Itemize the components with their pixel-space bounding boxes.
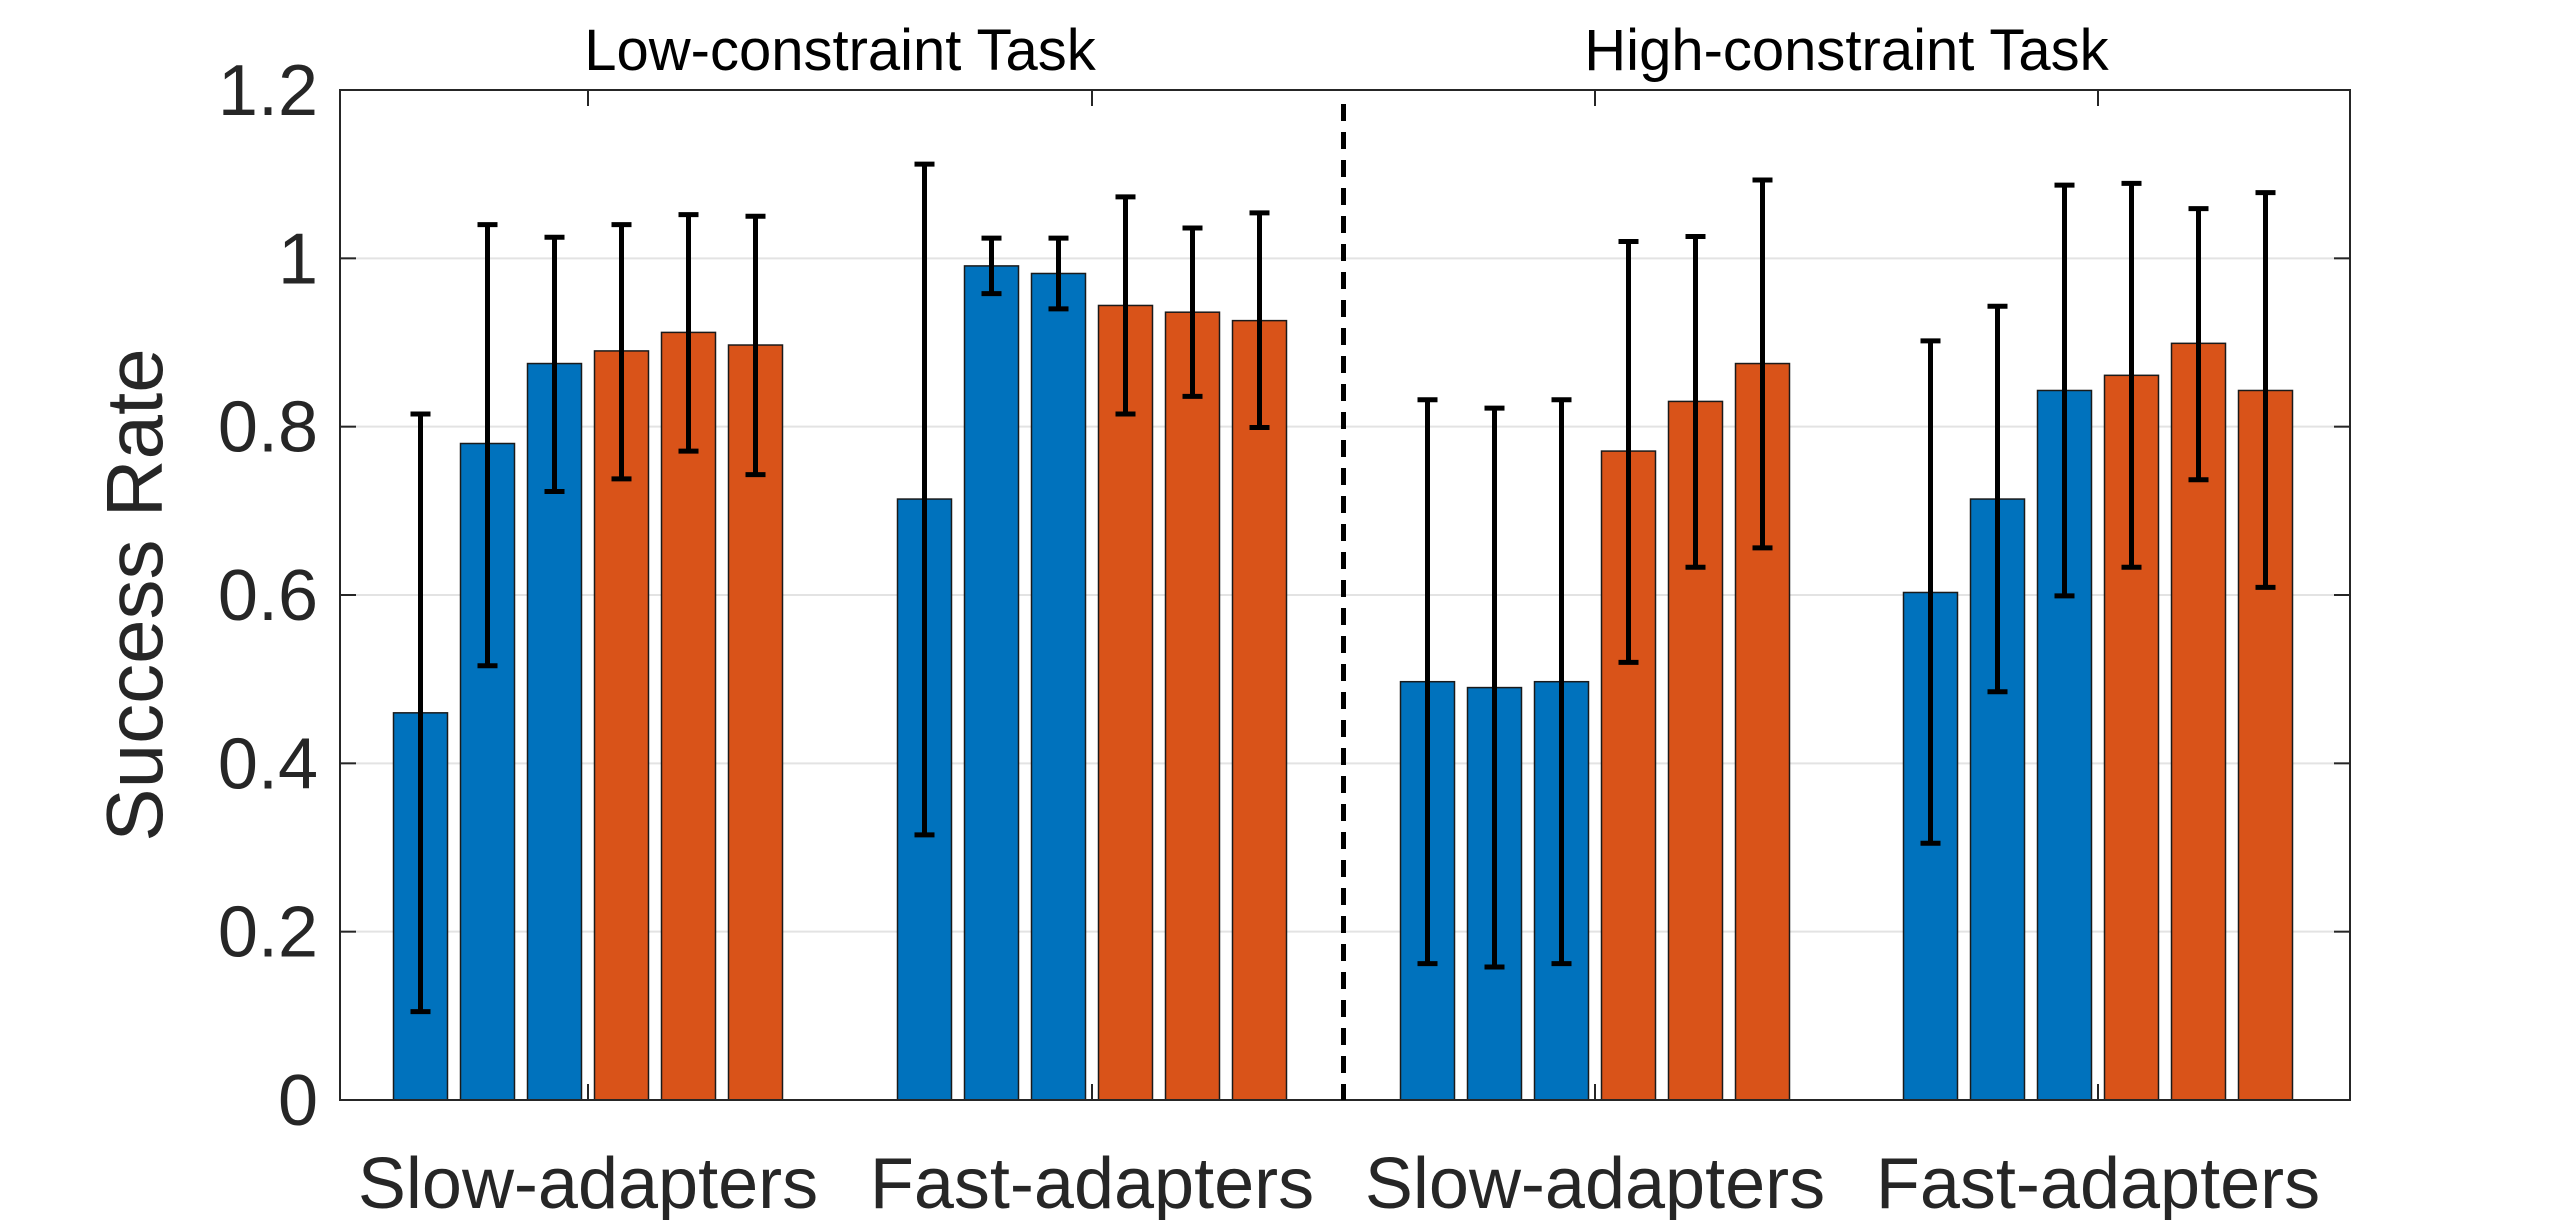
panel-title-high-constraint: High-constraint Task <box>1584 18 2109 83</box>
y-axis-label: Success Rate <box>90 348 179 842</box>
bars <box>392 265 2294 1101</box>
y-tick-label: 0.8 <box>218 388 318 468</box>
y-tick-label: 1.2 <box>218 51 318 131</box>
x-tick-labels: Slow-adapters Fast-adapters Slow-adapters F… <box>358 1144 2320 1220</box>
bar-blue <box>1030 272 1087 1101</box>
x-tick-label-slow-adapters: Slow-adapters <box>1365 1144 1825 1220</box>
x-tick-label-fast-adapters: Fast-adapters <box>870 1144 1314 1220</box>
y-tick-label: 0.2 <box>218 893 318 973</box>
x-tick-label-slow-adapters: Slow-adapters <box>358 1144 818 1220</box>
panel-title-low-constraint: Low-constraint Task <box>584 18 1096 83</box>
y-tick-label: 0.6 <box>218 556 318 636</box>
axis-ticks <box>340 89 2350 1101</box>
x-tick-label-fast-adapters: Fast-adapters <box>1876 1144 2320 1220</box>
panel-titles: Low-constraint Task High-constraint Task <box>584 18 2109 83</box>
bar-blue <box>963 265 1020 1101</box>
bar-orange <box>1164 311 1221 1101</box>
y-tick-labels: 0 0.2 0.4 0.6 0.8 1 1.2 <box>218 51 318 1141</box>
error-bars <box>410 161 2276 1015</box>
y-tick-label: 0.4 <box>218 724 318 804</box>
bar-orange <box>1231 319 1288 1101</box>
y-tick-label: 1 <box>278 219 318 299</box>
bar-orange <box>1097 304 1154 1101</box>
y-tick-label: 0 <box>278 1061 318 1141</box>
